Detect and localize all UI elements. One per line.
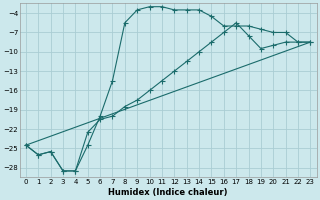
X-axis label: Humidex (Indice chaleur): Humidex (Indice chaleur) — [108, 188, 228, 197]
